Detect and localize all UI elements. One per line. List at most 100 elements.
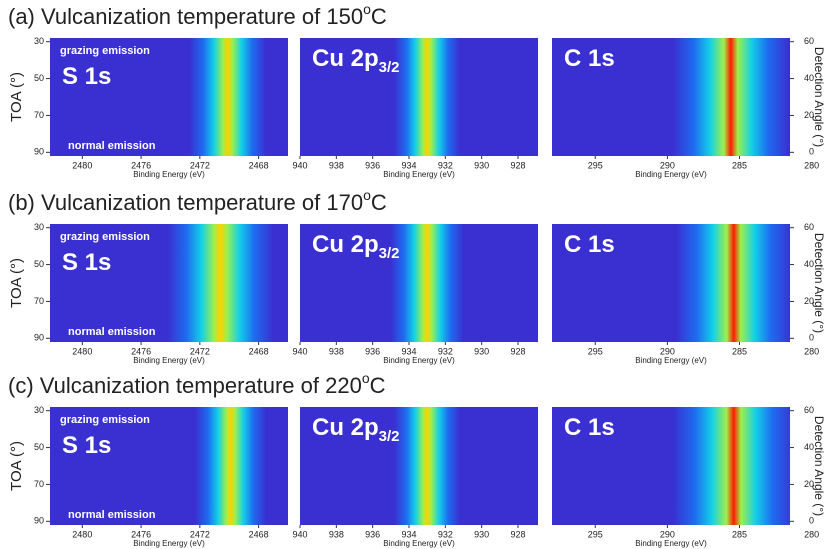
row-title: (b) Vulcanization temperature of 170oC — [8, 187, 387, 215]
y-tick-label: 90 — [34, 147, 44, 157]
x-tick-label: 928 — [510, 346, 525, 356]
title-text: (c) Vulcanization temperature of 220 — [8, 373, 362, 398]
x-tick-label: 285 — [732, 529, 747, 539]
x-tick-label: 2480 — [72, 529, 92, 539]
x-tick-label: 928 — [510, 529, 525, 539]
x-axis-label: Binding Energy (eV) — [383, 356, 455, 365]
panel-label-sub: 3/2 — [379, 59, 400, 76]
x-tick-label: 280 — [804, 529, 819, 539]
y2-tick-label: 60 — [804, 222, 814, 232]
x-tick-label: 938 — [329, 160, 344, 170]
peak-band — [50, 38, 288, 156]
x-tick-label: 930 — [474, 346, 489, 356]
peak-band — [300, 38, 538, 156]
panel-label: S 1s — [62, 249, 111, 276]
x-tick-label: 295 — [588, 529, 603, 539]
x-tick-label: 2468 — [249, 160, 269, 170]
x-tick-label: 285 — [732, 160, 747, 170]
x-axis-label: Binding Energy (eV) — [383, 170, 455, 179]
panel-label-text: S 1s — [62, 63, 111, 90]
title-text: (b) Vulcanization temperature of 170 — [8, 190, 363, 215]
title-end: C — [371, 4, 387, 29]
panel-label: C 1s — [564, 231, 615, 258]
annotation: grazing emission — [60, 231, 150, 243]
x-tick-label: 934 — [401, 346, 416, 356]
y-axis-label: TOA (°) — [8, 72, 25, 122]
annotation: grazing emission — [60, 414, 150, 426]
y-tick-label: 70 — [34, 479, 44, 489]
x-tick-label: 936 — [365, 346, 380, 356]
x-tick-label: 2480 — [72, 160, 92, 170]
y2-tick-label: 20 — [804, 479, 814, 489]
title-sup: o — [363, 1, 371, 17]
panel-label-text: Cu 2p — [312, 231, 379, 258]
x-tick-label: 930 — [474, 529, 489, 539]
y2-tick-label: 0 — [809, 333, 814, 343]
x-tick-label: 938 — [329, 529, 344, 539]
x-tick-label: 940 — [292, 160, 307, 170]
x-tick-label: 280 — [804, 346, 819, 356]
x-tick-label: 930 — [474, 160, 489, 170]
peak-band — [50, 224, 288, 342]
y2-tick-label: 40 — [804, 442, 814, 452]
x-tick-label: 2468 — [249, 346, 269, 356]
panel-label: Cu 2p3/2 — [312, 231, 400, 262]
y-tick-label: 50 — [34, 442, 44, 452]
panel-label: Cu 2p3/2 — [312, 45, 400, 76]
y-tick-label: 30 — [34, 405, 44, 415]
x-axis-label: Binding Energy (eV) — [635, 170, 707, 179]
annotation: normal emission — [68, 509, 156, 521]
y2-axis-label: Detection Angle (°) — [812, 416, 825, 516]
x-tick-label: 2476 — [131, 346, 151, 356]
y-tick-label: 70 — [34, 110, 44, 120]
panel-label-text: S 1s — [62, 432, 111, 459]
x-tick-label: 2476 — [131, 160, 151, 170]
y2-tick-label: 20 — [804, 110, 814, 120]
x-axis-label: Binding Energy (eV) — [383, 539, 455, 548]
panel-label: C 1s — [564, 45, 615, 72]
x-tick-label: 932 — [438, 529, 453, 539]
x-tick-label: 940 — [292, 529, 307, 539]
x-tick-label: 295 — [588, 346, 603, 356]
x-axis-label: Binding Energy (eV) — [133, 170, 205, 179]
x-axis-label: Binding Energy (eV) — [635, 539, 707, 548]
x-tick-label: 2480 — [72, 346, 92, 356]
y-tick-label: 90 — [34, 516, 44, 526]
y2-tick-label: 60 — [804, 405, 814, 415]
panel-label-sub: 3/2 — [379, 428, 400, 445]
y2-axis-label: Detection Angle (°) — [812, 47, 825, 147]
panel-label-text: Cu 2p — [312, 414, 379, 441]
row-title: (a) Vulcanization temperature of 150oC — [8, 1, 387, 29]
x-tick-label: 290 — [660, 529, 675, 539]
panel-label: S 1s — [62, 63, 111, 90]
y2-tick-label: 40 — [804, 73, 814, 83]
y2-axis-label: Detection Angle (°) — [812, 233, 825, 333]
y2-tick-label: 0 — [809, 147, 814, 157]
x-tick-label: 290 — [660, 160, 675, 170]
panel-label-text: C 1s — [564, 414, 615, 441]
title-end: C — [370, 373, 386, 398]
x-tick-label: 2472 — [190, 346, 210, 356]
x-tick-label: 2468 — [249, 529, 269, 539]
y-tick-label: 90 — [34, 333, 44, 343]
row-title: (c) Vulcanization temperature of 220oC — [8, 370, 386, 398]
y-axis-label: TOA (°) — [8, 441, 25, 491]
y-tick-label: 30 — [34, 36, 44, 46]
x-axis-label: Binding Energy (eV) — [635, 356, 707, 365]
panel-label-text: C 1s — [564, 231, 615, 258]
panel-label: S 1s — [62, 432, 111, 459]
y-tick-label: 50 — [34, 73, 44, 83]
title-text: (a) Vulcanization temperature of 150 — [8, 4, 363, 29]
x-tick-label: 285 — [732, 346, 747, 356]
panel-label-text: Cu 2p — [312, 45, 379, 72]
peak-band — [552, 38, 790, 156]
x-tick-label: 280 — [804, 160, 819, 170]
x-tick-label: 938 — [329, 346, 344, 356]
title-end: C — [371, 190, 387, 215]
y-tick-label: 30 — [34, 222, 44, 232]
y-axis-label: TOA (°) — [8, 258, 25, 308]
annotation: normal emission — [68, 140, 156, 152]
panel-label-text: S 1s — [62, 249, 111, 276]
y-tick-label: 50 — [34, 259, 44, 269]
